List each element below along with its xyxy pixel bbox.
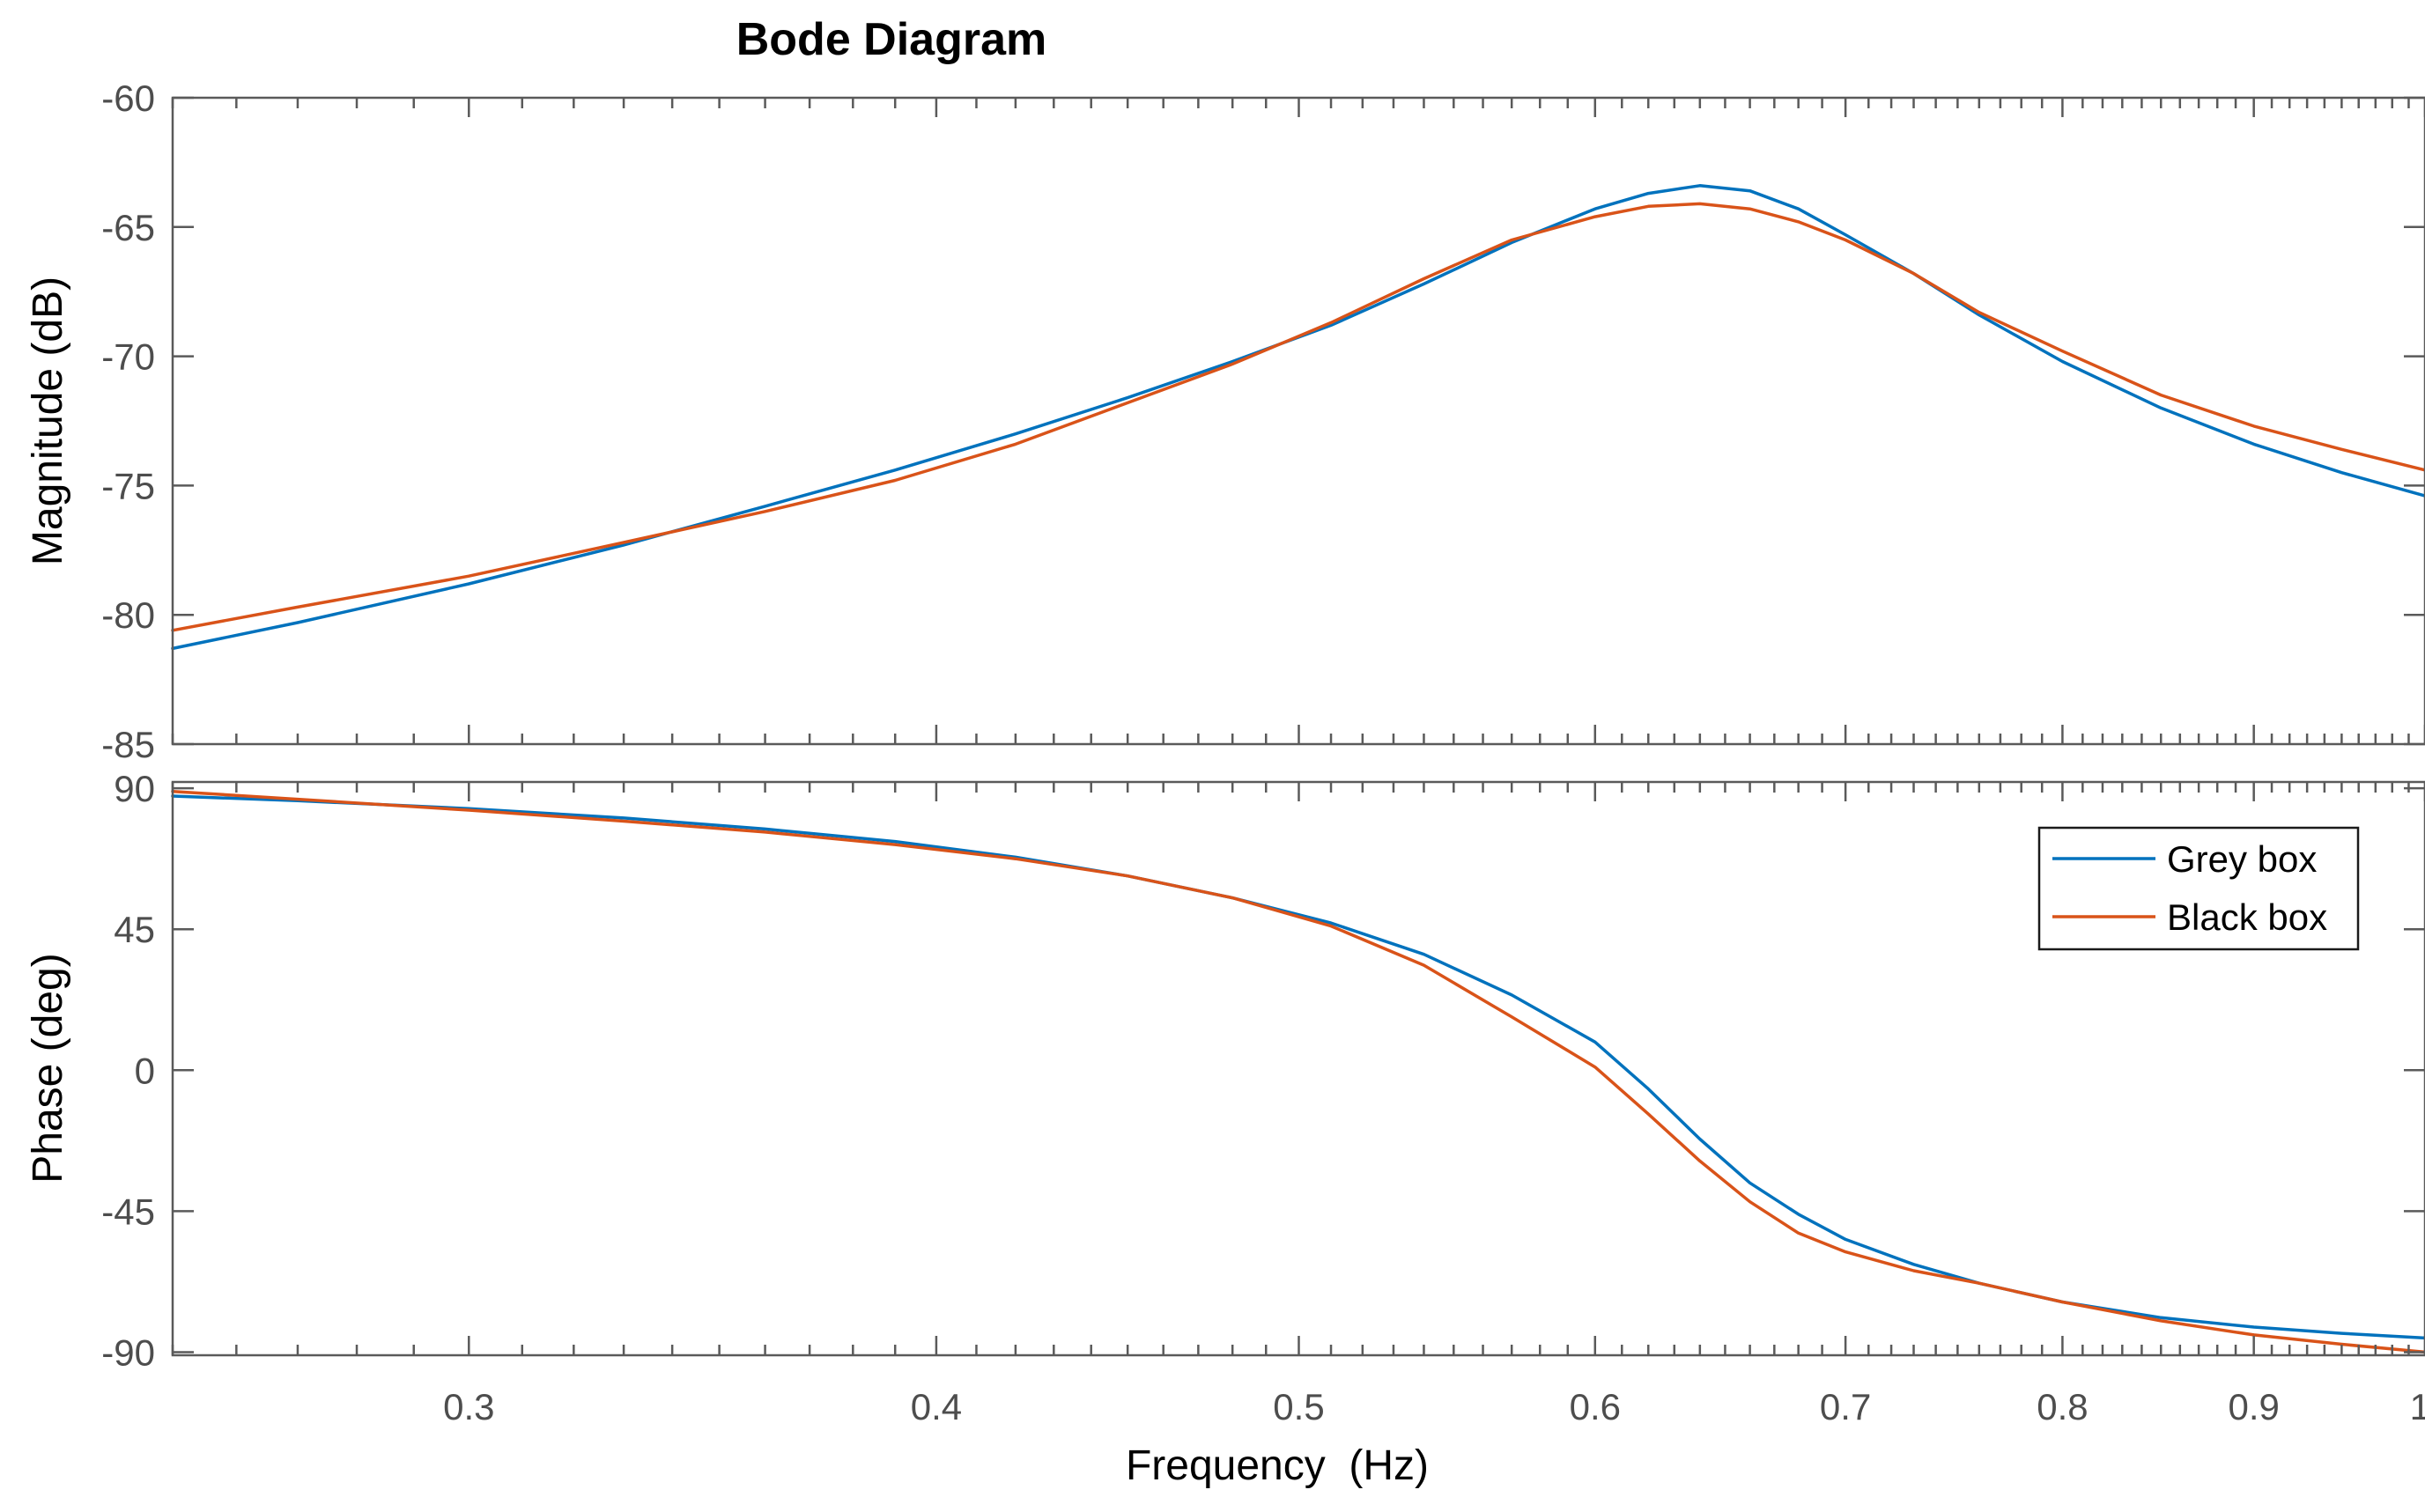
x-tick-label: 0.7: [1820, 1386, 1871, 1427]
y-tick-label: -80: [101, 594, 155, 636]
y-tick-label: -75: [101, 465, 155, 506]
legend-black-box-label: Black box: [2167, 896, 2327, 938]
x-tick-label: 0.6: [1570, 1386, 1621, 1427]
y-tick-label: -70: [101, 336, 155, 378]
phase-ticks: 90 45 0 -45 -90: [101, 768, 2425, 1373]
chart-title: Bode Diagram: [736, 14, 1047, 65]
phase-axes-frame: [171, 780, 2425, 1357]
y-tick-label: -45: [101, 1191, 155, 1232]
phase-series-black-box: [171, 789, 2425, 1354]
x-axis-label: Frequency (Hz): [1126, 1442, 1429, 1489]
x-tick-label: 0.3: [443, 1386, 494, 1427]
magnitude-series-group: [171, 184, 2425, 651]
x-tick-label: 0.9: [2228, 1386, 2279, 1427]
legend-grey-box-label: Grey box: [2167, 838, 2317, 880]
x-tick-label: 0.5: [1273, 1386, 1324, 1427]
y-tick-label: 45: [114, 909, 155, 950]
phase-series-group: [171, 789, 2425, 1354]
magnitude-axes-frame: [171, 96, 2425, 746]
legend-box: [2037, 826, 2360, 951]
y-tick-label: -85: [101, 724, 155, 765]
y-tick-label: -60: [101, 77, 155, 119]
y-tick-label: -65: [101, 207, 155, 248]
magnitude-panel: -60 -65 -70 -75 -80 -85: [101, 77, 2425, 765]
magnitude-series-black-box: [171, 202, 2425, 632]
x-tick-labels: 0.3 0.4 0.5 0.6 0.7 0.8 0.9 1: [443, 1386, 2425, 1427]
phase-ylabel: Phase (deg): [25, 953, 71, 1184]
x-tick-label: 0.8: [2037, 1386, 2088, 1427]
phase-panel: 90 45 0 -45 -90: [101, 768, 2425, 1373]
x-tick-label: 1: [2410, 1386, 2425, 1427]
y-tick-label: 90: [114, 768, 155, 809]
legend: Grey box Black box: [2037, 826, 2360, 951]
y-tick-label: 0: [135, 1050, 155, 1091]
magnitude-series-grey-box: [171, 184, 2425, 651]
y-tick-label: -90: [101, 1331, 155, 1373]
magnitude-ylabel: Magnitude (dB): [25, 277, 71, 565]
x-tick-label: 0.4: [911, 1386, 962, 1427]
magnitude-ticks: -60 -65 -70 -75 -80 -85: [101, 77, 2425, 765]
